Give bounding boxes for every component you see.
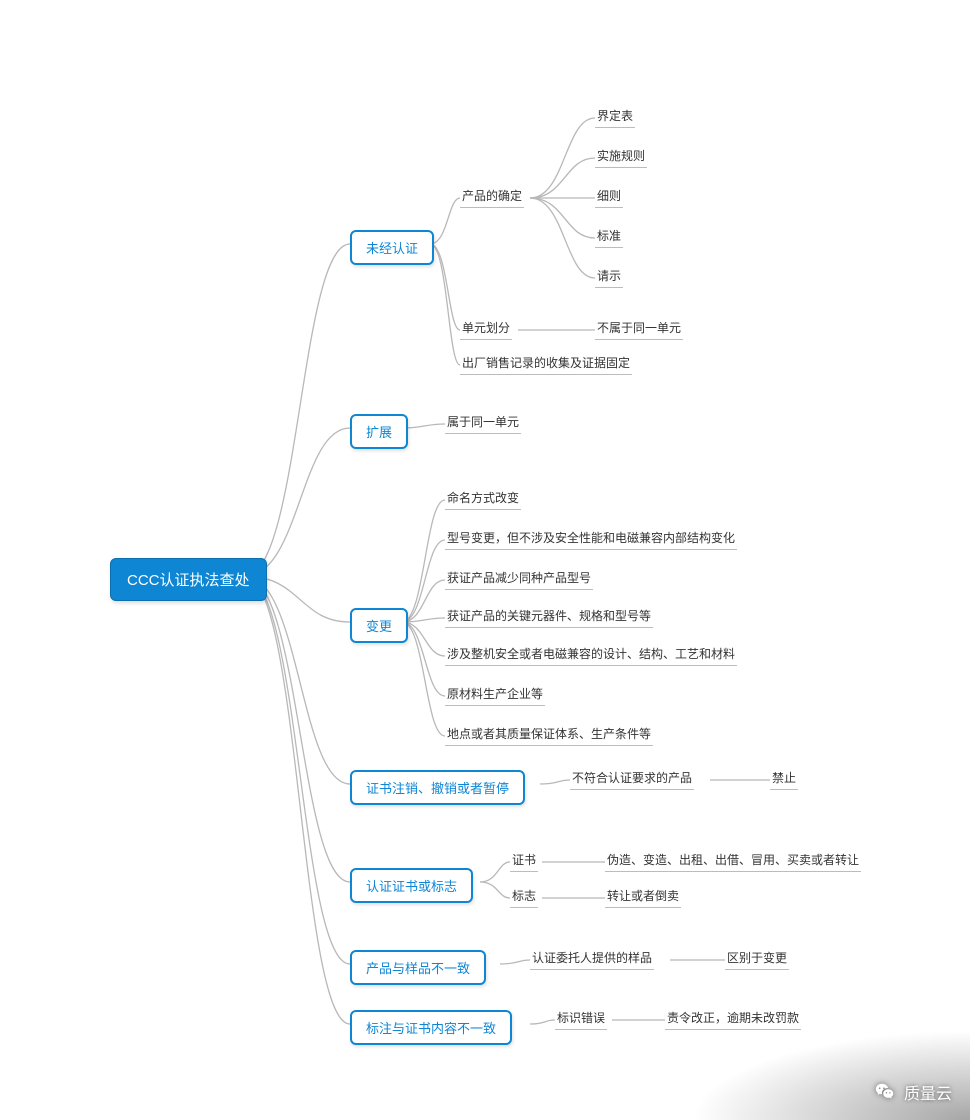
branch-label: 未经认证	[366, 241, 418, 256]
leaf-not-same-unit[interactable]: 不属于同一单元	[595, 320, 683, 340]
leaf-sales-records[interactable]: 出厂销售记录的收集及证据固定	[460, 355, 632, 375]
branch-label: 扩展	[366, 425, 392, 440]
leaf-unit-division[interactable]: 单元划分	[460, 320, 512, 340]
leaf-standard[interactable]: 标准	[595, 228, 623, 248]
branch-label-cert-mismatch[interactable]: 标注与证书内容不一致	[350, 1010, 512, 1045]
leaf-differs-from-change[interactable]: 区别于变更	[725, 950, 789, 970]
leaf-detailed-rules[interactable]: 细则	[595, 188, 623, 208]
branch-cert-cancel[interactable]: 证书注销、撤销或者暂停	[350, 770, 525, 805]
leaf-reduce-models[interactable]: 获证产品减少同种产品型号	[445, 570, 593, 590]
branch-label: 产品与样品不一致	[366, 961, 470, 976]
branch-uncertified[interactable]: 未经认证	[350, 230, 434, 265]
leaf-raw-material[interactable]: 原材料生产企业等	[445, 686, 545, 706]
branch-label: 标注与证书内容不一致	[366, 1021, 496, 1036]
mindmap-canvas: CCC认证执法查处 未经认证 产品的确定 界定表 实施规则 细则 标准 请示 单…	[0, 0, 970, 1120]
leaf-key-components[interactable]: 获证产品的关键元器件、规格和型号等	[445, 608, 653, 628]
wechat-icon	[874, 1081, 896, 1103]
root-node[interactable]: CCC认证执法查处	[110, 558, 267, 601]
leaf-naming-change[interactable]: 命名方式改变	[445, 490, 521, 510]
branch-cert-or-mark[interactable]: 认证证书或标志	[350, 868, 473, 903]
leaf-order-correction[interactable]: 责令改正，逾期未改罚款	[665, 1010, 801, 1030]
leaf-label-error[interactable]: 标识错误	[555, 1010, 607, 1030]
branch-extension[interactable]: 扩展	[350, 414, 408, 449]
leaf-mark-violations[interactable]: 转让或者倒卖	[605, 888, 681, 908]
leaf-mark[interactable]: 标志	[510, 888, 538, 908]
leaf-implementation-rules[interactable]: 实施规则	[595, 148, 647, 168]
leaf-request[interactable]: 请示	[595, 268, 623, 288]
branch-change[interactable]: 变更	[350, 608, 408, 643]
leaf-prohibit[interactable]: 禁止	[770, 770, 798, 790]
leaf-model-change[interactable]: 型号变更，但不涉及安全性能和电磁兼容内部结构变化	[445, 530, 737, 550]
leaf-certificate[interactable]: 证书	[510, 852, 538, 872]
leaf-cert-violations[interactable]: 伪造、变造、出租、出借、冒用、买卖或者转让	[605, 852, 861, 872]
watermark: 质量云	[874, 1080, 952, 1104]
watermark-text: 质量云	[904, 1080, 952, 1104]
leaf-definition-table[interactable]: 界定表	[595, 108, 635, 128]
leaf-design-structure[interactable]: 涉及整机安全或者电磁兼容的设计、结构、工艺和材料	[445, 646, 737, 666]
root-label: CCC认证执法查处	[127, 572, 250, 589]
watermark-bg	[690, 1030, 970, 1120]
branch-product-sample-mismatch[interactable]: 产品与样品不一致	[350, 950, 486, 985]
leaf-sample-provided[interactable]: 认证委托人提供的样品	[530, 950, 654, 970]
leaf-location-qa[interactable]: 地点或者其质量保证体系、生产条件等	[445, 726, 653, 746]
leaf-noncompliant-product[interactable]: 不符合认证要求的产品	[570, 770, 694, 790]
leaf-same-unit[interactable]: 属于同一单元	[445, 414, 521, 434]
branch-label: 认证证书或标志	[366, 879, 457, 894]
branch-label: 变更	[366, 619, 392, 634]
leaf-product-determine[interactable]: 产品的确定	[460, 188, 524, 208]
branch-label: 证书注销、撤销或者暂停	[366, 781, 509, 796]
